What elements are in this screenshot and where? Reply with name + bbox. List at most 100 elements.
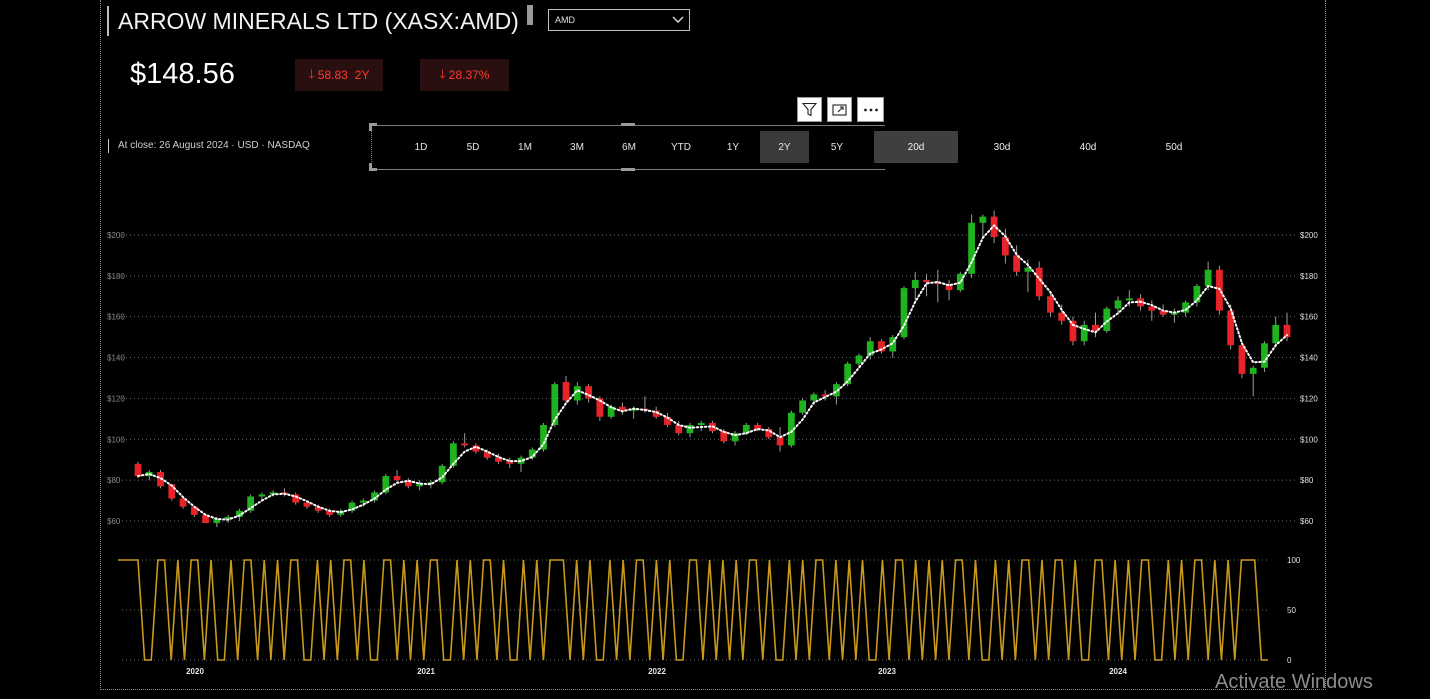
y-axis-label-right: $140 <box>1300 354 1318 363</box>
period-20d-button[interactable]: 20d <box>874 131 958 163</box>
range-5y-button[interactable]: 5Y <box>830 141 844 153</box>
candle-body <box>652 410 660 417</box>
change-period-label: 2Y <box>354 68 370 82</box>
candle-body <box>202 514 209 524</box>
candle-body <box>911 279 919 289</box>
y-axis-label-left: $200 <box>107 231 125 240</box>
candle-body <box>1069 320 1077 342</box>
moving-average-line <box>137 224 1288 521</box>
candle-body <box>844 363 852 385</box>
candle-body <box>1159 310 1167 315</box>
candle-body <box>945 284 953 291</box>
candle-body <box>585 386 592 399</box>
candle-body <box>1125 298 1133 301</box>
candle-body <box>1092 324 1099 332</box>
y-axis-label-right: $100 <box>1300 435 1318 444</box>
arrow-down-icon: 🡓 <box>308 66 315 81</box>
candle-body <box>461 443 469 446</box>
candle-body <box>359 500 367 503</box>
candle-body <box>190 506 198 515</box>
candle-body <box>776 437 784 446</box>
more-options-button[interactable] <box>857 97 884 122</box>
oscillator-line <box>118 559 1268 661</box>
candle-body <box>742 424 750 434</box>
candle-body <box>1283 324 1291 338</box>
x-axis-year-label: 2022 <box>648 667 666 676</box>
y-axis-label-right: $120 <box>1300 394 1318 403</box>
range-2y-button[interactable]: 2Y <box>760 131 809 163</box>
candle-body <box>686 424 694 434</box>
y-axis-label-left: $100 <box>107 435 125 444</box>
candle-body <box>371 492 378 501</box>
range-1d-button[interactable]: 1D <box>414 141 428 153</box>
candle-body <box>619 406 626 411</box>
range-ytd-button[interactable]: YTD <box>671 141 691 153</box>
y-axis-label-right: $200 <box>1300 231 1318 240</box>
resize-handle[interactable] <box>527 5 533 25</box>
candle-body <box>1193 286 1201 303</box>
x-axis-year-label: 2023 <box>878 667 896 676</box>
candle-body <box>540 424 547 450</box>
range-3m-button[interactable]: 3M <box>570 141 584 153</box>
candle-body <box>573 386 581 401</box>
candle-body <box>1002 237 1009 256</box>
candle-body <box>968 222 975 274</box>
change-pct-value: 28.37% <box>448 68 490 82</box>
range-6m-button[interactable]: 6M <box>622 141 636 153</box>
y-axis-label-left: $160 <box>107 313 125 322</box>
candle-body <box>821 394 829 397</box>
x-axis-year-label: 2024 <box>1109 667 1127 676</box>
candle-body <box>855 355 863 364</box>
range-1m-button[interactable]: 1M <box>518 141 532 153</box>
candle-body <box>179 498 187 507</box>
change-abs-badge: 🡓 58.83 2Y <box>295 59 383 91</box>
candle-body <box>731 433 739 442</box>
range-box-handle <box>621 123 635 126</box>
candle-body <box>754 424 761 430</box>
candle-body <box>1182 302 1189 313</box>
candle-body <box>326 510 333 515</box>
candle-body <box>799 400 806 413</box>
candle-body <box>348 502 356 511</box>
period-30d-button[interactable]: 30d <box>993 141 1011 153</box>
range-box-corner <box>369 123 372 131</box>
candle-body <box>303 502 311 507</box>
y-axis-label-left: $180 <box>107 272 125 281</box>
filter-icon <box>802 102 817 117</box>
chevron-down-icon <box>672 16 684 23</box>
more-options-icon <box>863 108 878 111</box>
period-50d-button[interactable]: 50d <box>1165 141 1183 153</box>
chart-panel-frame <box>100 0 1326 690</box>
candle-body <box>1272 324 1280 344</box>
candle-body <box>765 429 773 438</box>
ticker-select[interactable]: AMD <box>548 9 690 31</box>
focus-mode-button[interactable] <box>827 97 852 122</box>
range-1y-button[interactable]: 1Y <box>726 141 740 153</box>
period-40d-button[interactable]: 40d <box>1079 141 1097 153</box>
x-axis-year-label: 2021 <box>417 667 435 676</box>
candle-body <box>787 412 795 446</box>
candle-body <box>314 506 322 511</box>
candle-body <box>562 382 570 401</box>
page-title: ARROW MINERALS LTD (XASX:AMD) <box>118 8 519 34</box>
activate-windows-watermark: Activate Windows <box>1215 671 1373 693</box>
candle-body <box>236 510 243 517</box>
range-box-corner <box>369 163 372 171</box>
range-box-handle <box>621 168 635 171</box>
candle-body <box>168 484 176 499</box>
filter-button[interactable] <box>797 97 822 122</box>
focus-mode-icon <box>832 104 847 116</box>
range-box-corner <box>369 168 377 171</box>
candle-body <box>1227 310 1235 346</box>
candle-body <box>134 463 142 477</box>
close-info: At close: 26 August 2024 · USD · NASDAQ <box>108 139 310 153</box>
candle-body <box>551 384 559 425</box>
candle-body <box>404 480 412 487</box>
change-abs-value: 58.83 <box>317 68 348 82</box>
candle-body <box>1114 300 1122 309</box>
change-pct-badge: 🡓 28.37% <box>420 59 509 91</box>
candle-body <box>247 496 255 511</box>
candle-body <box>528 449 536 458</box>
range-5d-button[interactable]: 5D <box>466 141 480 153</box>
